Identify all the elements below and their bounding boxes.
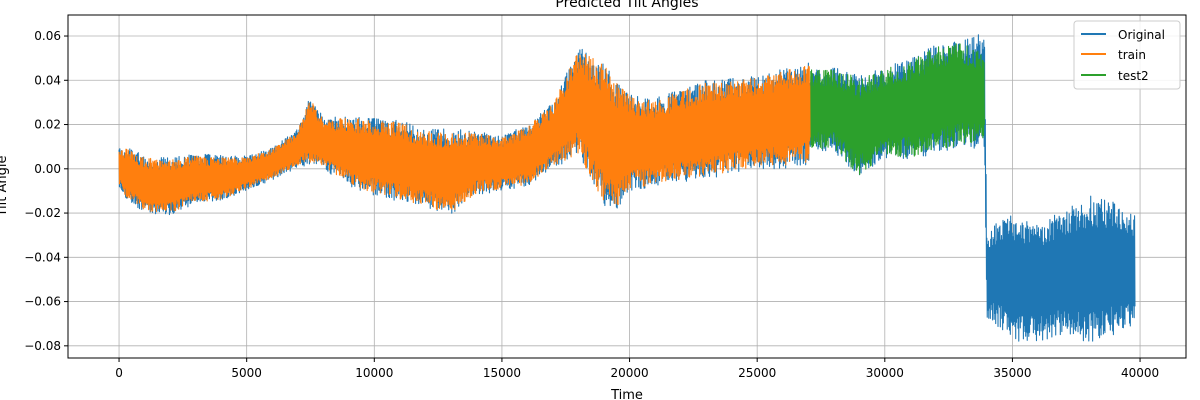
legend-label-original: Original — [1118, 28, 1165, 42]
x-tick-label: 0 — [115, 366, 123, 380]
y-tick-label: 0.06 — [34, 29, 61, 43]
series-line-test2 — [810, 43, 985, 176]
chart-title: Predicted Tilt Angles — [555, 0, 698, 11]
x-tick-label: 15000 — [483, 366, 521, 380]
legend-label-test2: test2 — [1118, 69, 1149, 83]
x-tick-label: 30000 — [866, 366, 904, 380]
y-tick-label: 0.00 — [34, 162, 61, 176]
y-axis-label: Tilt Angle — [0, 156, 10, 218]
series-line-train — [118, 54, 812, 213]
x-tick-label: 10000 — [355, 366, 393, 380]
x-tick-label: 25000 — [738, 366, 776, 380]
y-tick-label: −0.04 — [24, 250, 61, 264]
legend: Original train test2 — [1073, 20, 1181, 90]
y-tick-label: −0.02 — [24, 206, 61, 220]
x-tick-label: 35000 — [993, 366, 1031, 380]
y-tick-label: −0.06 — [24, 295, 61, 309]
x-axis-label: Time — [610, 388, 643, 400]
x-tick-label: 20000 — [610, 366, 648, 380]
x-axis: 0 5000 10000 15000 20000 25000 30000 35000 40000 — [115, 358, 1159, 380]
y-tick-label: 0.02 — [34, 118, 61, 132]
x-tick-label: 5000 — [231, 366, 262, 380]
y-tick-label: −0.08 — [24, 339, 61, 353]
plot-frame — [67, 14, 1187, 359]
x-tick-label: 40000 — [1121, 366, 1159, 380]
legend-label-train: train — [1118, 48, 1146, 62]
y-axis: −0.08 −0.06 −0.04 −0.02 0.00 0.02 0.04 0.06 — [24, 29, 68, 353]
series-layer — [118, 34, 1136, 342]
legend-box — [1073, 20, 1181, 90]
y-tick-label: 0.04 — [34, 73, 61, 87]
